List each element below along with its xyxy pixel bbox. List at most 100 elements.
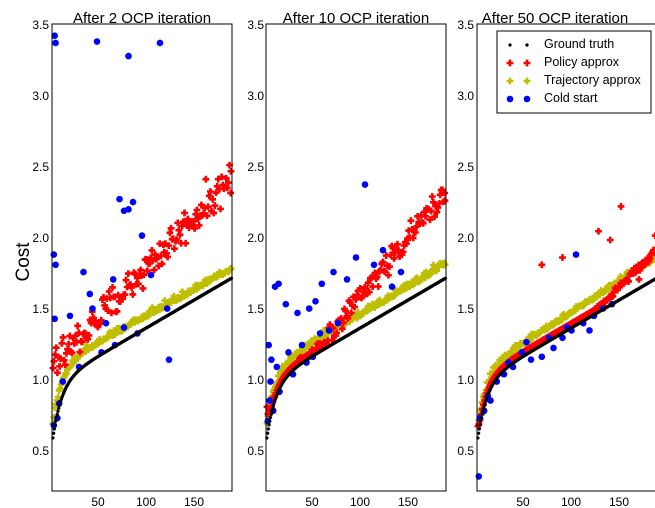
y-tick-label: 2.5 <box>457 160 474 174</box>
legend-marker-plus <box>506 59 514 67</box>
policy-point <box>218 173 226 181</box>
tick-labels: 50 100 150 0.5 1.0 1.5 2.0 2.5 3.0 3.5 <box>457 18 629 508</box>
trajectory-point <box>652 254 655 262</box>
ground-truth-point <box>229 276 234 280</box>
policy-point <box>109 284 116 291</box>
ground-truth-point <box>477 427 482 431</box>
cold-start-point <box>51 32 58 39</box>
policy-point <box>144 267 151 275</box>
policy-point <box>193 206 201 214</box>
cold-start-point <box>51 315 58 323</box>
ground-truth-point <box>272 401 276 405</box>
ground-truth-point <box>60 394 64 399</box>
policy-point <box>142 255 150 263</box>
cold-start-point <box>265 341 273 349</box>
cold-start-point <box>138 232 146 239</box>
cold-start-point <box>352 254 360 261</box>
cold-start-point <box>312 297 319 305</box>
ground-truth-point <box>266 427 271 431</box>
cold-start-point <box>518 349 526 356</box>
policy-point <box>625 278 633 285</box>
cold-start-point <box>527 356 535 363</box>
policy-point <box>164 253 172 261</box>
ground-truth-point <box>488 387 492 392</box>
ground-truth-point <box>265 431 270 435</box>
legend-marker-circle <box>506 95 514 103</box>
cold-start-point <box>267 378 274 385</box>
ground-truth-point <box>276 391 280 395</box>
ground-truth-point <box>275 392 279 397</box>
ground-truth-point <box>270 409 274 413</box>
policy-point <box>347 309 355 317</box>
cold-start-point <box>388 283 396 290</box>
policy-point <box>431 213 438 221</box>
policy-point <box>227 189 235 197</box>
policy-point <box>135 280 142 288</box>
y-tick-label: 3.0 <box>32 89 49 103</box>
ground-truth-point <box>487 389 492 393</box>
policy-point <box>58 339 66 347</box>
policy-point <box>364 279 372 287</box>
policy-point <box>351 303 359 311</box>
cold-start-point <box>52 261 59 269</box>
policy-point <box>209 195 217 203</box>
policy-point <box>635 275 643 283</box>
policy-point <box>113 307 121 315</box>
policy-point <box>227 167 235 175</box>
policy-point <box>171 245 178 253</box>
cold-start-point <box>66 312 74 320</box>
ground-truth-point <box>273 399 277 403</box>
policy-point <box>133 274 141 282</box>
cold-start-point <box>50 251 58 258</box>
y-tick-label: 3.0 <box>247 89 264 103</box>
ground-truth-point <box>479 419 483 423</box>
cold-start-point <box>586 327 593 334</box>
policy-point <box>419 219 427 227</box>
panel-after-50: After 50 OCP iteration 50 100 150 0.5 1.… <box>457 10 655 508</box>
ground-truth-point <box>59 399 63 403</box>
policy-point <box>165 242 173 250</box>
policy-point <box>68 349 76 357</box>
cold-start-point <box>147 271 155 279</box>
plot-frame <box>476 23 655 492</box>
y-tick-label: 3.5 <box>32 18 49 32</box>
legend-marker-circle <box>523 95 531 103</box>
y-tick-label: 1.5 <box>457 302 474 316</box>
data-marks <box>263 181 449 440</box>
legend: Ground truth Policy approx Trajectory ap… <box>496 30 652 114</box>
cold-start-point <box>572 251 580 258</box>
y-tick-label: 3.5 <box>247 18 264 32</box>
y-tick-label: 2.5 <box>247 160 264 174</box>
cold-start-point <box>156 39 164 47</box>
y-tick-label: 1.0 <box>247 373 264 387</box>
ground-truth-point <box>54 419 58 423</box>
policy-point <box>128 284 136 291</box>
policy-point <box>428 193 436 200</box>
ground-truth-point <box>270 406 275 411</box>
cold-start-point <box>109 276 117 283</box>
cold-start-point <box>370 261 378 269</box>
policy-point <box>85 332 93 339</box>
ground-truth-point <box>481 409 485 413</box>
trajectory-point <box>54 393 62 401</box>
x-tick-label: 150 <box>398 495 418 508</box>
legend-label-trajectory: Trajectory approx <box>544 73 642 87</box>
ground-truth-point <box>486 392 490 397</box>
cold-start-point <box>165 356 173 363</box>
policy-point <box>176 231 184 239</box>
policy-point <box>441 197 449 204</box>
cold-start-point <box>163 305 171 312</box>
panel-title: After 50 OCP iteration <box>482 10 628 27</box>
ground-truth-point <box>489 386 493 390</box>
cold-start-point <box>294 309 301 317</box>
x-tick-label: 150 <box>609 495 629 508</box>
policy-point <box>374 283 382 290</box>
ground-truth-point <box>479 415 484 420</box>
tick-labels: 50 100 150 0.5 1.0 1.5 2.0 2.5 3.0 3.5 <box>32 18 204 508</box>
policy-point <box>76 348 84 356</box>
policy-point <box>435 200 443 207</box>
policy-point <box>371 269 379 277</box>
cold-start-point <box>120 324 128 331</box>
policy-point <box>150 266 158 274</box>
cold-start-point <box>334 319 342 327</box>
